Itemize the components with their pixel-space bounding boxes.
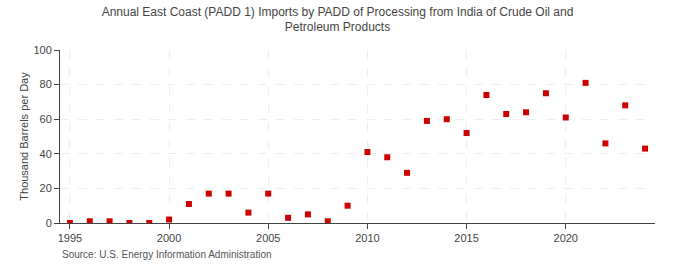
svg-text:20: 20: [40, 182, 52, 194]
svg-text:2010: 2010: [355, 232, 379, 244]
svg-text:Source: U.S. Energy Informatio: Source: U.S. Energy Information Administ…: [62, 249, 272, 260]
svg-text:60: 60: [40, 113, 52, 125]
svg-text:100: 100: [33, 44, 51, 56]
svg-text:2005: 2005: [256, 232, 280, 244]
svg-text:2020: 2020: [554, 232, 578, 244]
svg-text:Annual East Coast (PADD 1) Imp: Annual East Coast (PADD 1) Imports by PA…: [102, 5, 574, 35]
svg-text:2000: 2000: [157, 232, 181, 244]
svg-text:1995: 1995: [58, 232, 82, 244]
svg-text:0: 0: [46, 217, 52, 229]
svg-text:Thousand Barrels per Day: Thousand Barrels per Day: [18, 72, 30, 201]
svg-text:40: 40: [40, 148, 52, 160]
svg-text:2015: 2015: [454, 232, 478, 244]
svg-text:80: 80: [40, 78, 52, 90]
